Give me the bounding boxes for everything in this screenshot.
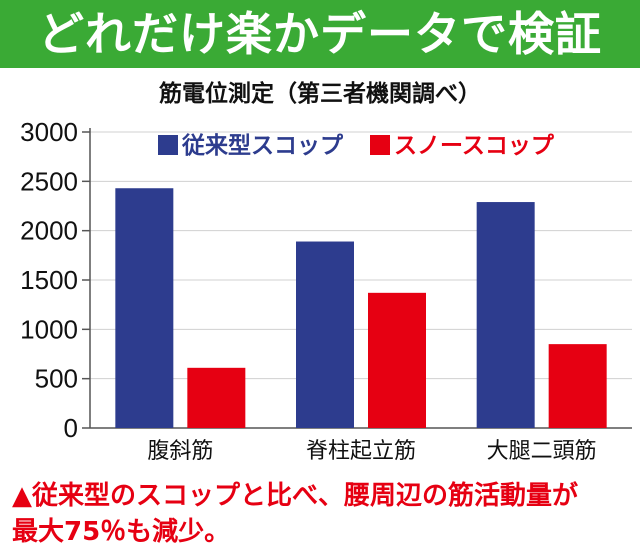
caption: ▲従来型のスコップと比べ、腰周辺の筋活動量が 最大75％も減少。 (12, 478, 632, 550)
headline-banner: どれだけ楽かデータで検証 (0, 0, 640, 68)
legend-swatch (370, 135, 390, 155)
bar-snow-2 (368, 292, 426, 428)
y-tick-label: 0 (64, 413, 78, 443)
legend-label: スノースコップ (394, 133, 555, 159)
bar-conventional-2 (296, 241, 354, 428)
y-tick-label: 1500 (20, 265, 78, 295)
x-tick-label: 腹斜筋 (147, 439, 213, 464)
bar-conventional-1 (115, 188, 174, 428)
bar-snow-3 (548, 344, 607, 428)
legend-label: 従来型スコップ (181, 132, 344, 159)
caption-line-1: ▲従来型のスコップと比べ、腰周辺の筋活動量が (12, 481, 578, 511)
y-tick-label: 2000 (20, 216, 78, 246)
y-tick-label: 1000 (20, 314, 78, 344)
bar-chart: 0 500 1000 1500 2000 2500 3000 腹斜筋 脊柱起立筋 大腿二頭筋 従来… (20, 117, 632, 464)
bar-snow-1 (187, 367, 246, 428)
y-tick-label: 500 (35, 364, 78, 394)
legend-swatch (158, 135, 178, 155)
x-tick-label: 大腿二頭筋 (487, 439, 597, 464)
y-tick-label: 2500 (20, 166, 78, 196)
chart-title: 筋電位測定（第三者機関調べ） (159, 81, 481, 107)
caption-line-2: 最大75％も減少。 (12, 517, 231, 547)
bar-conventional-3 (476, 202, 535, 428)
y-tick-label: 3000 (20, 117, 78, 147)
x-tick-label: 脊柱起立筋 (306, 439, 416, 464)
